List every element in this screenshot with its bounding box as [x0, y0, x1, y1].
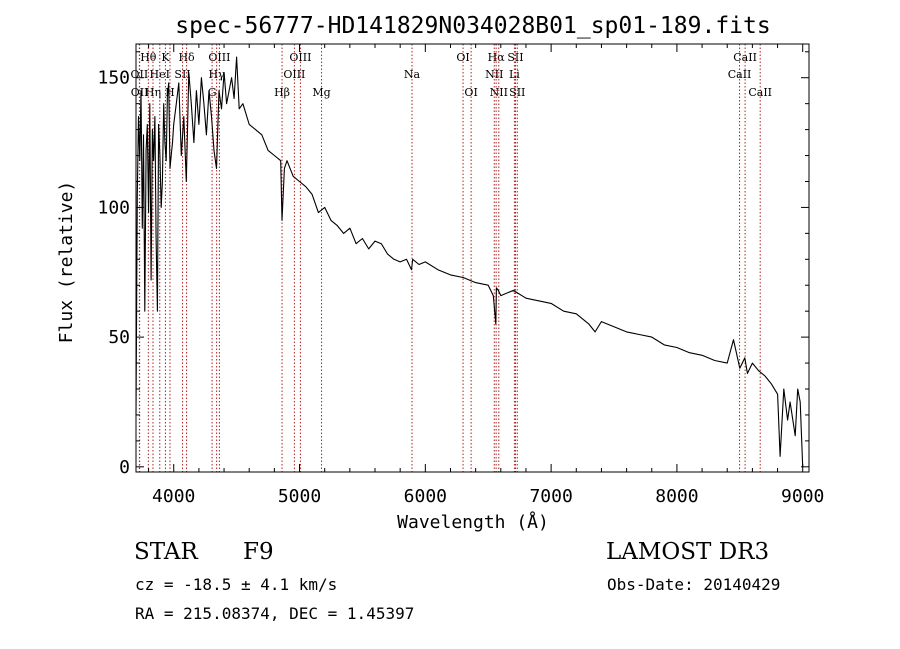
y-tick-label: 50 — [108, 327, 130, 348]
x-tick-label: 6000 — [404, 486, 447, 507]
marker-label: Li — [509, 68, 520, 81]
axes: 4000 5000 6000 7000 8000 9000 0 50 100 150 — [97, 44, 824, 507]
marker-label: CaII — [748, 86, 772, 99]
y-axis-label: Flux (relative) — [56, 181, 77, 344]
x-axis-label: Wavelength (Å) — [397, 511, 549, 533]
survey-label: LAMOST DR3 — [606, 539, 770, 565]
redshift-text: cz = -18.5 ± 4.1 km/s — [135, 575, 338, 594]
marker-label: Hα — [488, 51, 506, 64]
marker-label: OIII — [289, 51, 311, 64]
marker-label: CaII — [728, 68, 752, 81]
x-tick-label: 9000 — [781, 486, 824, 507]
marker-label: Hγ — [209, 68, 226, 81]
marker-label: K — [161, 51, 170, 64]
marker-label: Mg — [312, 86, 330, 99]
class-label: STAR — [134, 539, 198, 565]
x-tick-label: 4000 — [152, 486, 195, 507]
marker-label: OI — [464, 86, 477, 99]
marker-label: Hβ — [274, 86, 290, 99]
marker-label: HeI — [150, 68, 170, 81]
y-tick-label: 0 — [119, 457, 130, 478]
marker-label: G — [208, 86, 217, 99]
marker-label: NII — [490, 86, 508, 99]
marker-label: SII — [507, 51, 523, 64]
marker-label: Na — [404, 68, 421, 81]
marker-label: CaII — [733, 51, 757, 64]
x-tick-label: 7000 — [529, 486, 572, 507]
chart-title: spec-56777-HD141829N034028B01_sp01-189.f… — [175, 13, 770, 39]
marker-label: Hδ — [178, 51, 195, 64]
marker-label: OIII — [283, 68, 305, 81]
plot-frame — [135, 43, 810, 473]
y-tick-label: 150 — [97, 68, 130, 89]
x-tick-label: 5000 — [278, 486, 321, 507]
x-tick-label: 8000 — [655, 486, 698, 507]
marker-label: NII — [485, 68, 503, 81]
spectrum-line — [135, 56, 804, 467]
marker-label: Hθ — [140, 51, 157, 64]
marker-label: Hη — [145, 86, 161, 99]
marker-label: OI — [456, 51, 469, 64]
obs-date: Obs-Date: 20140429 — [607, 575, 781, 594]
y-tick-label: 100 — [97, 197, 130, 218]
marker-label: SII — [509, 86, 525, 99]
marker-label: OII — [131, 86, 149, 99]
subclass-label: F9 — [243, 539, 274, 565]
marker-label: SII — [174, 68, 190, 81]
marker-label: H — [165, 86, 175, 99]
marker-label: OIII — [208, 51, 230, 64]
spectrum-series — [135, 56, 804, 467]
coordinates: RA = 215.08374, DEC = 1.45397 — [135, 604, 415, 623]
